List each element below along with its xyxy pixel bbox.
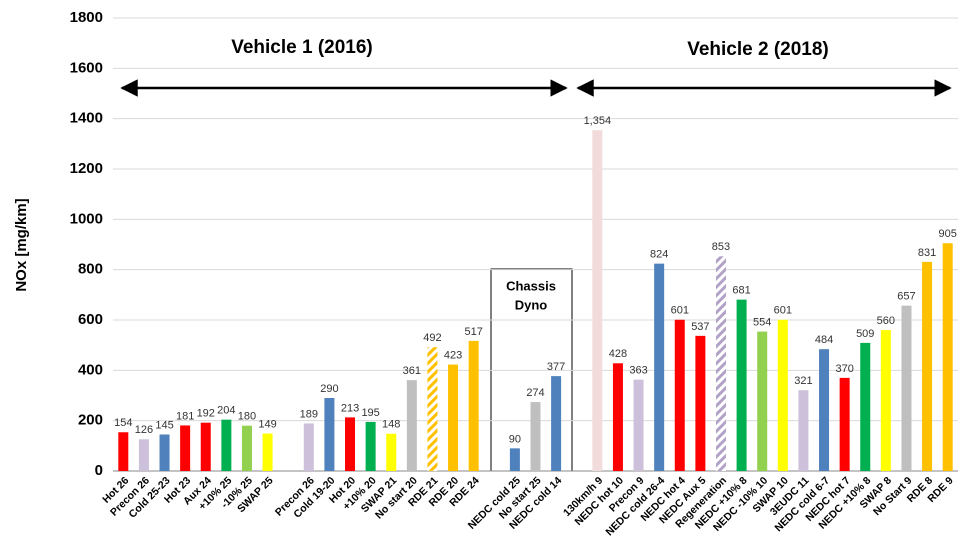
value-label: 363 [629,365,647,377]
bar [736,299,747,471]
value-label: 601 [671,305,689,317]
value-label: 1,354 [584,115,612,127]
value-label: 192 [197,408,215,420]
value-label: 204 [217,405,235,417]
bar [386,433,397,471]
value-label: 290 [320,383,338,395]
bar [654,263,665,471]
bar [551,376,562,471]
value-label: 831 [918,247,936,259]
bar [324,398,335,471]
value-label: 180 [238,411,256,423]
bar [757,331,768,471]
value-label: 601 [774,305,792,317]
annotation: Dyno [515,297,548,312]
bar [530,402,541,471]
value-label: 484 [815,334,833,346]
y-tick-label: 1200 [70,160,103,177]
y-tick-label: 800 [78,261,103,278]
bar [612,363,623,471]
bar [839,377,850,471]
y-tick-label: 1000 [70,210,103,227]
bar [860,342,871,471]
value-label: 213 [341,402,359,414]
bar [221,419,232,471]
bar [138,439,149,471]
value-label: 90 [509,433,521,445]
bar [427,347,438,471]
bar [777,319,788,471]
y-tick-label: 600 [78,311,103,328]
bar [118,432,129,471]
annotation: Vehicle 1 (2016) [231,37,373,58]
value-label: 517 [464,326,482,338]
value-label: 377 [547,361,565,373]
y-tick-label: 1600 [70,59,103,76]
y-tick-label: 1800 [70,9,103,26]
bar [674,319,685,471]
bar [509,448,520,471]
value-label: 681 [732,285,750,297]
bar [695,335,706,471]
annotation: Chassis [506,278,556,293]
bar [942,243,953,471]
value-label: 370 [835,363,853,375]
value-label: 423 [444,349,462,361]
bar [365,421,376,471]
y-tick-label: 200 [78,412,103,429]
bar [303,423,314,471]
bar [448,364,459,471]
bar [901,305,912,471]
value-label: 657 [897,291,915,303]
value-label: 126 [135,424,153,436]
value-label: 148 [382,419,400,431]
bar [200,422,211,471]
value-label: 853 [712,241,730,253]
value-label: 428 [609,348,627,360]
bar [633,379,644,471]
y-axis-label: NOx [mg/km] [13,198,30,291]
value-label: 824 [650,249,668,261]
bar [922,261,933,471]
bar [406,380,417,471]
value-label: 181 [176,410,194,422]
bar [880,330,891,471]
bar [345,417,356,471]
y-tick-label: 1400 [70,110,103,127]
value-label: 154 [114,417,132,429]
bar [468,340,479,471]
bar [798,390,809,471]
bar [241,425,252,471]
value-label: 149 [258,418,276,430]
value-label: 560 [877,315,895,327]
annotation: Vehicle 2 (2018) [687,39,829,60]
value-label: 361 [403,365,421,377]
bar [180,425,191,471]
value-label: 195 [361,407,379,419]
value-label: 145 [155,419,173,431]
bar [715,256,726,471]
y-tick-label: 0 [95,462,103,479]
value-label: 554 [753,316,771,328]
value-label: 537 [691,321,709,333]
value-label: 274 [526,387,544,399]
bar [592,130,603,471]
bar [819,349,830,471]
value-label: 189 [300,408,318,420]
bar [262,433,273,471]
value-label: 492 [423,332,441,344]
value-label: 905 [939,228,957,240]
bar [159,434,170,471]
value-label: 321 [794,375,812,387]
y-tick-label: 400 [78,361,103,378]
value-label: 509 [856,328,874,340]
